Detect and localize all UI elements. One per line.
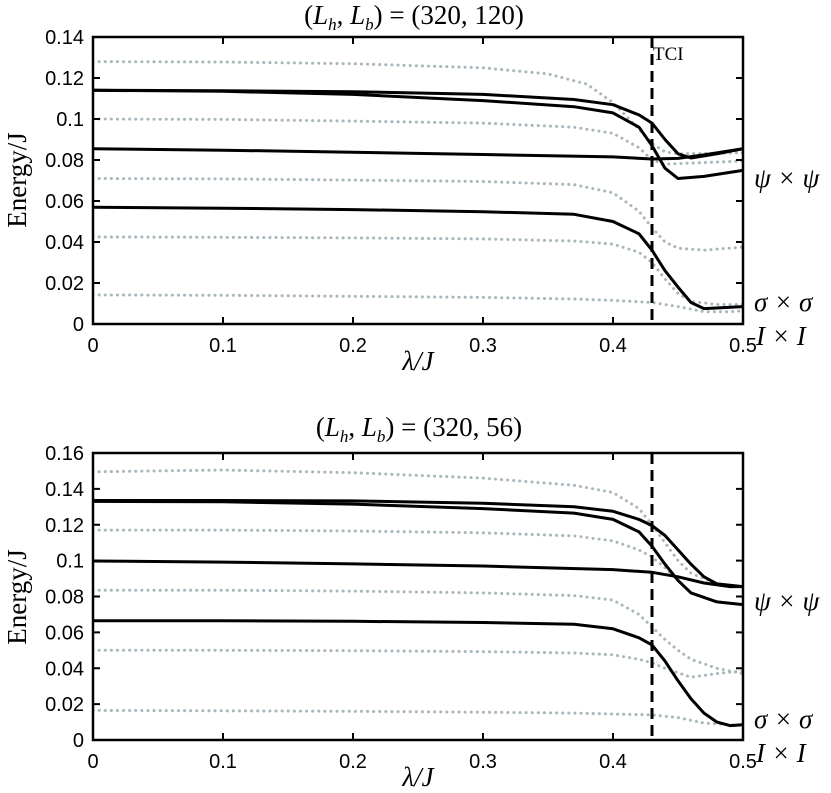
bottom-panel: (Lh, Lb) = (320, 56) 0 0.1 0.2 0.3 0.4 0.5 0 0.… [2, 412, 820, 792]
top-x-tick-label: 0.2 [339, 335, 367, 357]
bottom-y-tick-label: 0.04 [45, 658, 84, 680]
bottom-y-tick-label: 0.02 [45, 694, 84, 716]
top-series-solid-3 [93, 205, 743, 311]
bottom-label-i-i: I × I [755, 738, 808, 768]
top-x-tick-label: 0.1 [209, 335, 237, 357]
bottom-y-tick-label: 0.1 [56, 551, 84, 573]
tci-label: TCI [653, 44, 684, 65]
top-series-solid-2 [93, 147, 743, 161]
bottom-y-tick-label: 0.06 [45, 622, 84, 644]
top-series-solid-0 [93, 88, 743, 180]
top-label-i-i: I × I [755, 321, 808, 351]
bottom-x-axis-label: λ/J [401, 762, 435, 792]
bottom-label-psi-psi: ψ × ψ [754, 586, 820, 616]
bottom-series-solid-1 [93, 499, 743, 589]
top-x-tick-label: 0 [87, 335, 98, 357]
top-panel: (Lh, Lb) = (320, 120) 0 0.1 0.2 0.3 0.4 0.5 0 0… [2, 0, 820, 376]
bottom-x-tick-label: 0 [87, 751, 98, 773]
bottom-chart-title: (Lh, Lb) = (320, 56) [316, 412, 522, 446]
bottom-x-tick-label: 0.2 [339, 751, 367, 773]
top-series-dotted-6 [93, 177, 743, 252]
top-y-tick-label: 0.12 [45, 68, 84, 90]
bottom-y-tick-label: 0.08 [45, 587, 84, 609]
top-x-tick-label: 0.5 [729, 335, 757, 357]
top-y-tick-label: 0.14 [45, 27, 84, 49]
top-y-axis-label: Energy/J [2, 132, 32, 228]
bottom-series-dotted-7 [93, 648, 743, 679]
bottom-x-tick-label: 0.1 [209, 751, 237, 773]
bottom-series-solid-2 [93, 559, 743, 589]
top-chart-title: (Lh, Lb) = (320, 120) [304, 0, 524, 34]
bottom-y-tick-label: 0.16 [45, 443, 84, 465]
top-series-dotted-4 [93, 60, 743, 156]
top-y-tick-label: 0.06 [45, 191, 84, 213]
bottom-y-tick-label: 0 [73, 730, 84, 752]
top-series-dotted-8 [93, 293, 743, 314]
top-x-axis-label: λ/J [401, 346, 435, 376]
bottom-series-dotted-8 [93, 708, 743, 727]
bottom-x-tick-label: 0.3 [469, 751, 497, 773]
top-series-solid-1 [93, 88, 743, 160]
top-y-tick-label: 0.02 [45, 273, 84, 295]
top-y-tick-label: 0.04 [45, 232, 84, 254]
bottom-series-solid-0 [93, 499, 743, 607]
bottom-plot-frame [91, 451, 745, 742]
bottom-series-dotted-4 [93, 468, 743, 589]
top-y-tick-label: 0.1 [56, 109, 84, 131]
bottom-y-tick-label: 0.12 [45, 515, 84, 537]
top-series-dotted-5 [93, 117, 743, 166]
top-label-psi-psi: ψ × ψ [754, 163, 820, 193]
top-x-tick-label: 0.3 [469, 335, 497, 357]
top-y-tick-label: 0 [73, 314, 84, 336]
bottom-x-tick-label: 0.4 [599, 751, 627, 773]
top-y-tick-label: 0.08 [45, 150, 84, 172]
bottom-y-axis-label: Energy/J [2, 549, 32, 645]
bottom-x-tick-label: 0.5 [729, 751, 757, 773]
bottom-y-tick-label: 0.14 [45, 479, 84, 501]
bottom-label-sigma-sigma: σ × σ [754, 704, 814, 734]
top-label-sigma-sigma: σ × σ [754, 287, 814, 317]
bottom-series-dotted-6 [93, 588, 743, 676]
top-plot-frame [91, 35, 745, 326]
top-x-tick-label: 0.4 [599, 335, 627, 357]
